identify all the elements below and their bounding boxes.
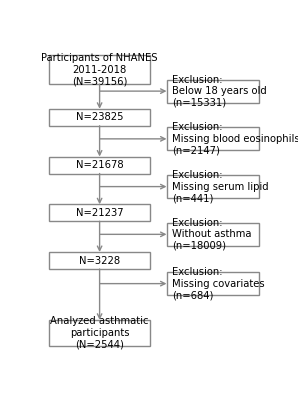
- Bar: [49, 156, 150, 174]
- Bar: [167, 223, 259, 246]
- Bar: [49, 320, 150, 346]
- Bar: [49, 204, 150, 221]
- Text: Participants of NHANES
2011-2018
(N=39156): Participants of NHANES 2011-2018 (N=3915…: [41, 53, 158, 86]
- Text: N=3228: N=3228: [79, 256, 120, 266]
- Bar: [167, 80, 259, 103]
- Bar: [49, 109, 150, 126]
- Bar: [49, 55, 150, 84]
- Bar: [167, 272, 259, 295]
- Text: Exclusion:
Missing covariates
(n=684): Exclusion: Missing covariates (n=684): [172, 267, 265, 300]
- Text: N=21678: N=21678: [76, 160, 123, 170]
- Bar: [167, 127, 259, 150]
- Text: Analyzed asthmatic
participants
(N=2544): Analyzed asthmatic participants (N=2544): [50, 316, 149, 350]
- Bar: [49, 252, 150, 269]
- Text: Exclusion:
Missing blood eosinophils
(n=2147): Exclusion: Missing blood eosinophils (n=…: [172, 122, 298, 156]
- Text: N=21237: N=21237: [76, 208, 123, 218]
- Bar: [167, 175, 259, 198]
- Text: Exclusion:
Missing serum lipid
(n=441): Exclusion: Missing serum lipid (n=441): [172, 170, 269, 203]
- Text: N=23825: N=23825: [76, 112, 123, 122]
- Text: Exclusion:
Without asthma
(n=18009): Exclusion: Without asthma (n=18009): [172, 218, 252, 251]
- Text: Exclusion:
Below 18 years old
(n=15331): Exclusion: Below 18 years old (n=15331): [172, 74, 267, 108]
